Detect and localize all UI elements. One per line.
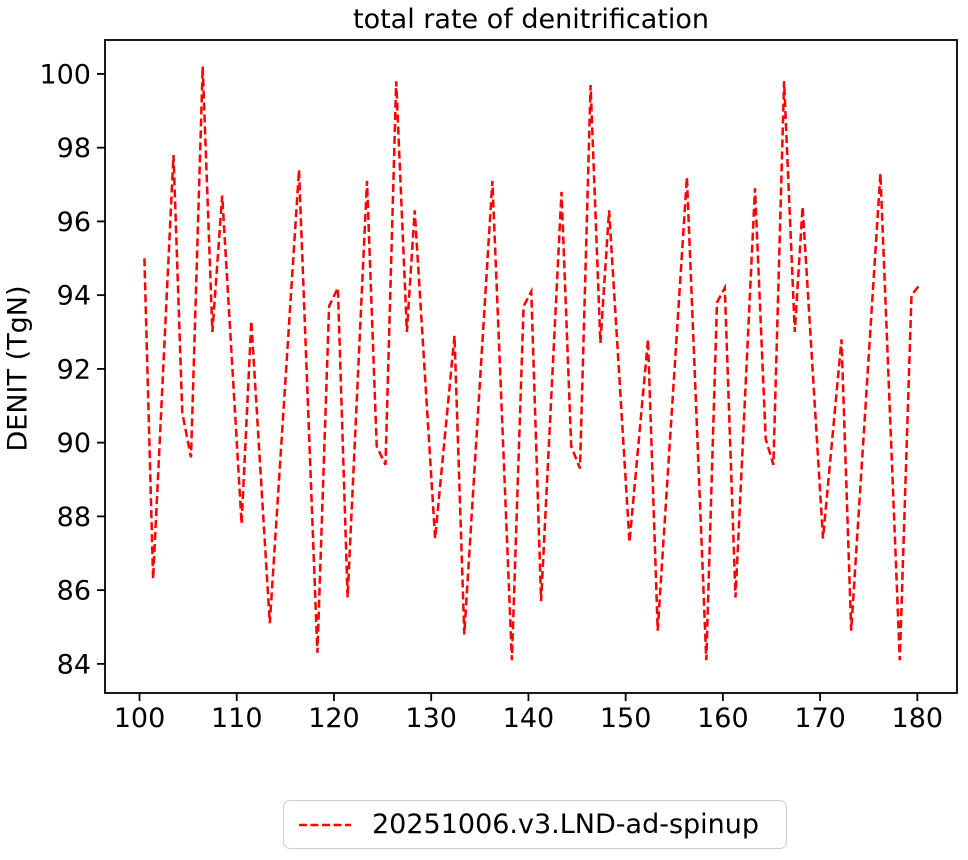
- legend-line-sample-icon: [299, 823, 351, 826]
- chart-title: total rate of denitrification: [352, 4, 710, 35]
- y-tick-label: 94: [57, 281, 91, 312]
- x-tick-label: 120: [308, 703, 360, 734]
- axes-spines: [104, 39, 958, 694]
- x-tick-label: 170: [794, 703, 846, 734]
- x-tick-label: 130: [405, 703, 457, 734]
- plot-area: 100 110 120 130 140 150 160 170 180 84 86 88 90 92 94 9…: [39, 39, 958, 734]
- y-tick-label: 86: [57, 576, 91, 607]
- y-tick-label: 84: [57, 649, 91, 680]
- x-tick-label: 160: [697, 703, 749, 734]
- legend: 20251006.v3.LND-ad-spinup: [283, 800, 787, 849]
- y-tick-label: 92: [57, 354, 91, 385]
- x-tick-label: 150: [600, 703, 652, 734]
- y-tick-label: 98: [57, 133, 91, 164]
- y-tick-label: 90: [57, 428, 91, 459]
- x-tick-label: 110: [211, 703, 263, 734]
- x-tick-label: 140: [503, 703, 555, 734]
- y-tick-label: 96: [57, 207, 91, 238]
- legend-series-label: 20251006.v3.LND-ad-spinup: [372, 809, 760, 840]
- data-line-series: [143, 66, 922, 661]
- y-tick-label: 88: [57, 502, 91, 533]
- x-tick-label: 180: [892, 703, 944, 734]
- y-tick-label: 100: [39, 59, 91, 90]
- x-tick-label: 100: [114, 703, 166, 734]
